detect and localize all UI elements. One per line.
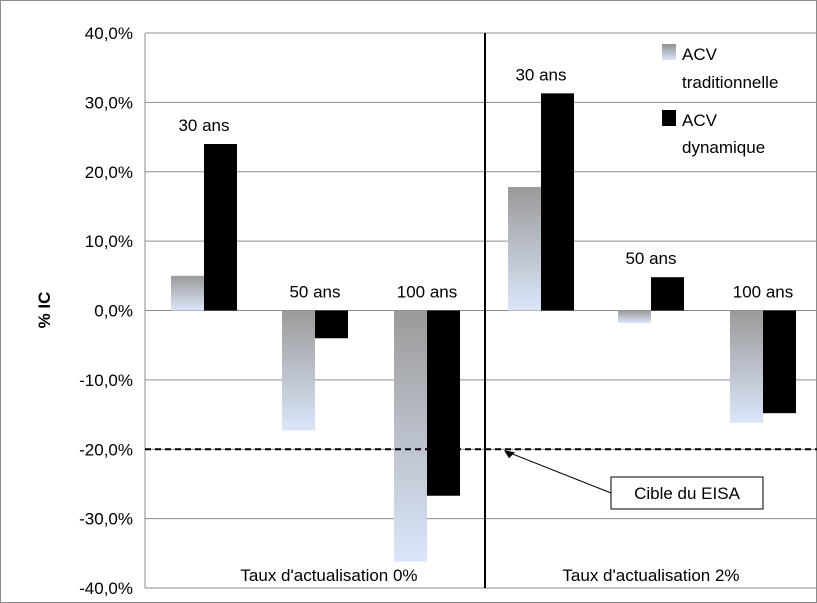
bars [171, 93, 796, 562]
y-tick-label: 30,0% [85, 93, 133, 112]
bar-traditionnelle [394, 310, 427, 562]
bar-traditionnelle [618, 310, 651, 323]
category-label: 50 ans [625, 249, 676, 268]
legend-swatch-traditionnelle [662, 44, 676, 60]
legend-label-traditionnelle-line1: ACV [682, 45, 718, 64]
annotation-arrowhead [504, 450, 515, 459]
eisa-target-annotation: Cible du EISA [504, 450, 764, 510]
group-labels: Taux d'actualisation 0% Taux d'actualisat… [240, 566, 739, 585]
category-labels: 30 ans 50 ans 100 ans 30 ans 50 ans 100 ans [178, 65, 793, 301]
legend-label-dynamique-line1: ACV [682, 111, 718, 130]
y-tick-label: -10,0% [79, 371, 133, 390]
bar-traditionnelle [171, 275, 204, 311]
y-tick-label: 40,0% [85, 24, 133, 43]
annotation-label: Cible du EISA [634, 484, 740, 503]
category-label: 100 ans [397, 283, 458, 302]
bar-dynamique [651, 277, 684, 311]
bar-dynamique [204, 144, 237, 311]
y-axis-label: % IC [35, 292, 54, 329]
y-tick-label: 20,0% [85, 163, 133, 182]
bar-traditionnelle [730, 310, 763, 423]
y-tick-label: -30,0% [79, 510, 133, 529]
annotation-box [610, 476, 764, 510]
annotation-arrow [507, 451, 612, 494]
y-tick-label: 0,0% [94, 302, 133, 321]
bar-dynamique [315, 310, 348, 339]
group-label: Taux d'actualisation 2% [562, 566, 739, 585]
category-label: 30 ans [515, 65, 566, 84]
bar-traditionnelle [508, 187, 541, 311]
bar-dynamique [541, 93, 574, 311]
legend-label-dynamique-line2: dynamique [682, 138, 765, 157]
legend-label-traditionnelle-line2: traditionnelle [682, 73, 778, 92]
y-tick-label: -40,0% [79, 579, 133, 598]
y-tick-label: 10,0% [85, 232, 133, 251]
category-label: 100 ans [733, 283, 794, 302]
legend-swatch-dynamique [662, 110, 676, 126]
bar-traditionnelle [282, 310, 315, 431]
category-label: 30 ans [178, 116, 229, 135]
group-label: Taux d'actualisation 0% [240, 566, 417, 585]
bar-dynamique [427, 310, 460, 496]
legend: ACV traditionnelle ACV dynamique [662, 44, 778, 157]
y-axis-tick-labels: 40,0% 30,0% 20,0% 10,0% 0,0% -10,0% -20,0% -30,… [79, 24, 133, 598]
bar-dynamique [763, 310, 796, 414]
category-label: 50 ans [289, 283, 340, 302]
y-tick-label: -20,0% [79, 440, 133, 459]
